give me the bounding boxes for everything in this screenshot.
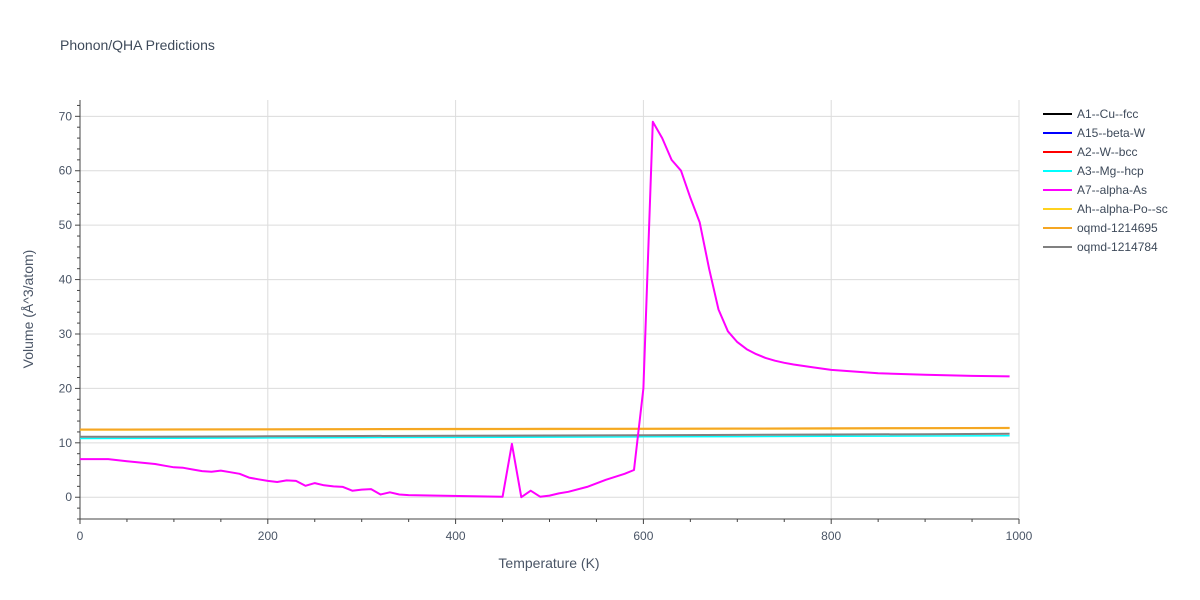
y-tick-label: 70 [59, 109, 73, 123]
grid-layer [80, 100, 1020, 519]
x-tick-label: 0 [77, 529, 84, 543]
chart-title: Phonon/QHA Predictions [60, 37, 215, 53]
x-axis-title: Temperature (K) [498, 555, 599, 571]
legend-item[interactable]: A7--alpha-As [1043, 183, 1147, 197]
legend-item[interactable]: A3--Mg--hcp [1043, 164, 1144, 178]
legend-item[interactable]: A2--W--bcc [1043, 145, 1137, 159]
legend-item[interactable]: A1--Cu--fcc [1043, 107, 1138, 121]
x-tick-label: 600 [633, 529, 653, 543]
legend-label: oqmd-1214784 [1077, 240, 1158, 254]
legend-label: A3--Mg--hcp [1077, 164, 1144, 178]
axes-layer: 0 200 400 600 800 1000 0 10 20 30 40 50 60 70 [59, 100, 1033, 543]
legend-item[interactable]: Ah--alpha-Po--sc [1043, 202, 1168, 216]
y-tick-label: 10 [59, 436, 73, 450]
x-tick-label: 200 [258, 529, 278, 543]
x-tick-label: 400 [446, 529, 466, 543]
y-tick-label: 30 [59, 327, 73, 341]
legend-item[interactable]: oqmd-1214695 [1043, 221, 1158, 235]
legend-item[interactable]: oqmd-1214784 [1043, 240, 1158, 254]
x-tick-label: 1000 [1006, 529, 1033, 543]
legend-item[interactable]: A15--beta-W [1043, 126, 1146, 140]
x-tick-label: 800 [821, 529, 841, 543]
legend-label: A2--W--bcc [1077, 145, 1137, 159]
y-tick-label: 60 [59, 164, 73, 178]
legend-label: A1--Cu--fcc [1077, 107, 1138, 121]
y-tick-label: 20 [59, 381, 73, 395]
y-tick-label: 40 [59, 273, 73, 287]
y-tick-label: 50 [59, 218, 73, 232]
series-layer [79, 120, 1010, 499]
series-line-a7-alpha-as [80, 120, 1010, 499]
legend-label: Ah--alpha-Po--sc [1077, 202, 1168, 216]
series-line-oqmd-1214784 [79, 432, 1010, 438]
series-line-a3-mg-hcp [79, 434, 1010, 440]
legend-label: oqmd-1214695 [1077, 221, 1158, 235]
legend-label: A7--alpha-As [1077, 183, 1147, 197]
legend-label: A15--beta-W [1077, 126, 1146, 140]
series-line-oqmd-1214695 [79, 426, 1010, 431]
y-axis-title: Volume (Å^3/atom) [20, 250, 36, 369]
y-tick-label: 0 [65, 490, 72, 504]
legend[interactable]: A1--Cu--fcc A15--beta-W A2--W--bcc A3--Mg--… [1043, 107, 1168, 254]
